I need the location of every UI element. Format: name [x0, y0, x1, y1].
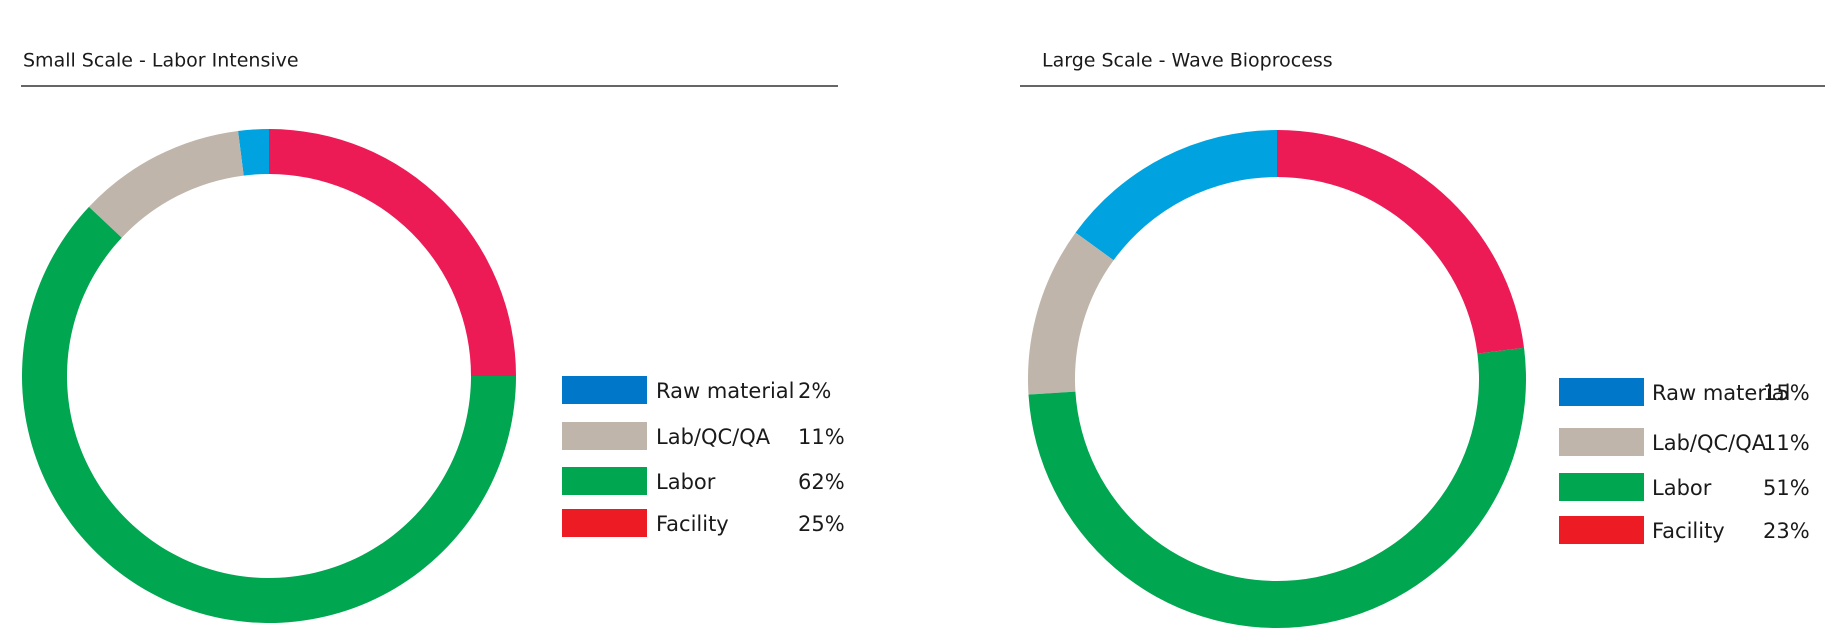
- donut-slice: [88, 130, 244, 238]
- legend-label: Facility: [1652, 519, 1725, 543]
- legend-value: 51%: [1763, 476, 1810, 500]
- legend-value: 11%: [798, 425, 845, 449]
- donut-slice: [269, 129, 516, 376]
- legend-value: 23%: [1763, 519, 1810, 543]
- legend-swatch: [1559, 378, 1644, 406]
- legend-swatch: [1559, 428, 1644, 456]
- legend-value: 15%: [1763, 381, 1810, 405]
- donut-slice: [238, 129, 269, 176]
- legend-swatch: [562, 467, 647, 495]
- donut-slice: [1028, 347, 1526, 628]
- legend-label: Facility: [656, 512, 729, 536]
- donut-slice: [1028, 232, 1114, 395]
- legend-label: Lab/QC/QA: [1652, 431, 1767, 455]
- donut-slice: [1277, 130, 1525, 354]
- legend-value: 11%: [1763, 431, 1810, 455]
- legend-swatch: [1559, 516, 1644, 544]
- legend-label: Raw material: [656, 379, 795, 403]
- legend-swatch: [1559, 473, 1644, 501]
- donut-slice: [21, 206, 516, 623]
- legend-label: Labor: [1652, 476, 1712, 500]
- legend-label: Raw material: [1652, 381, 1791, 405]
- legend-swatch: [562, 376, 647, 404]
- chart-title: Small Scale - Labor Intensive: [23, 50, 299, 72]
- donut-slice: [1075, 130, 1277, 261]
- legend-value: 62%: [798, 470, 845, 494]
- legend-label: Labor: [656, 470, 716, 494]
- legend-label: Lab/QC/QA: [656, 425, 771, 449]
- legend-swatch: [562, 509, 647, 537]
- chart-title: Large Scale - Wave Bioprocess: [1042, 50, 1333, 72]
- legend-value: 25%: [798, 512, 845, 536]
- legend-value: 2%: [798, 379, 831, 403]
- legend-swatch: [562, 422, 647, 450]
